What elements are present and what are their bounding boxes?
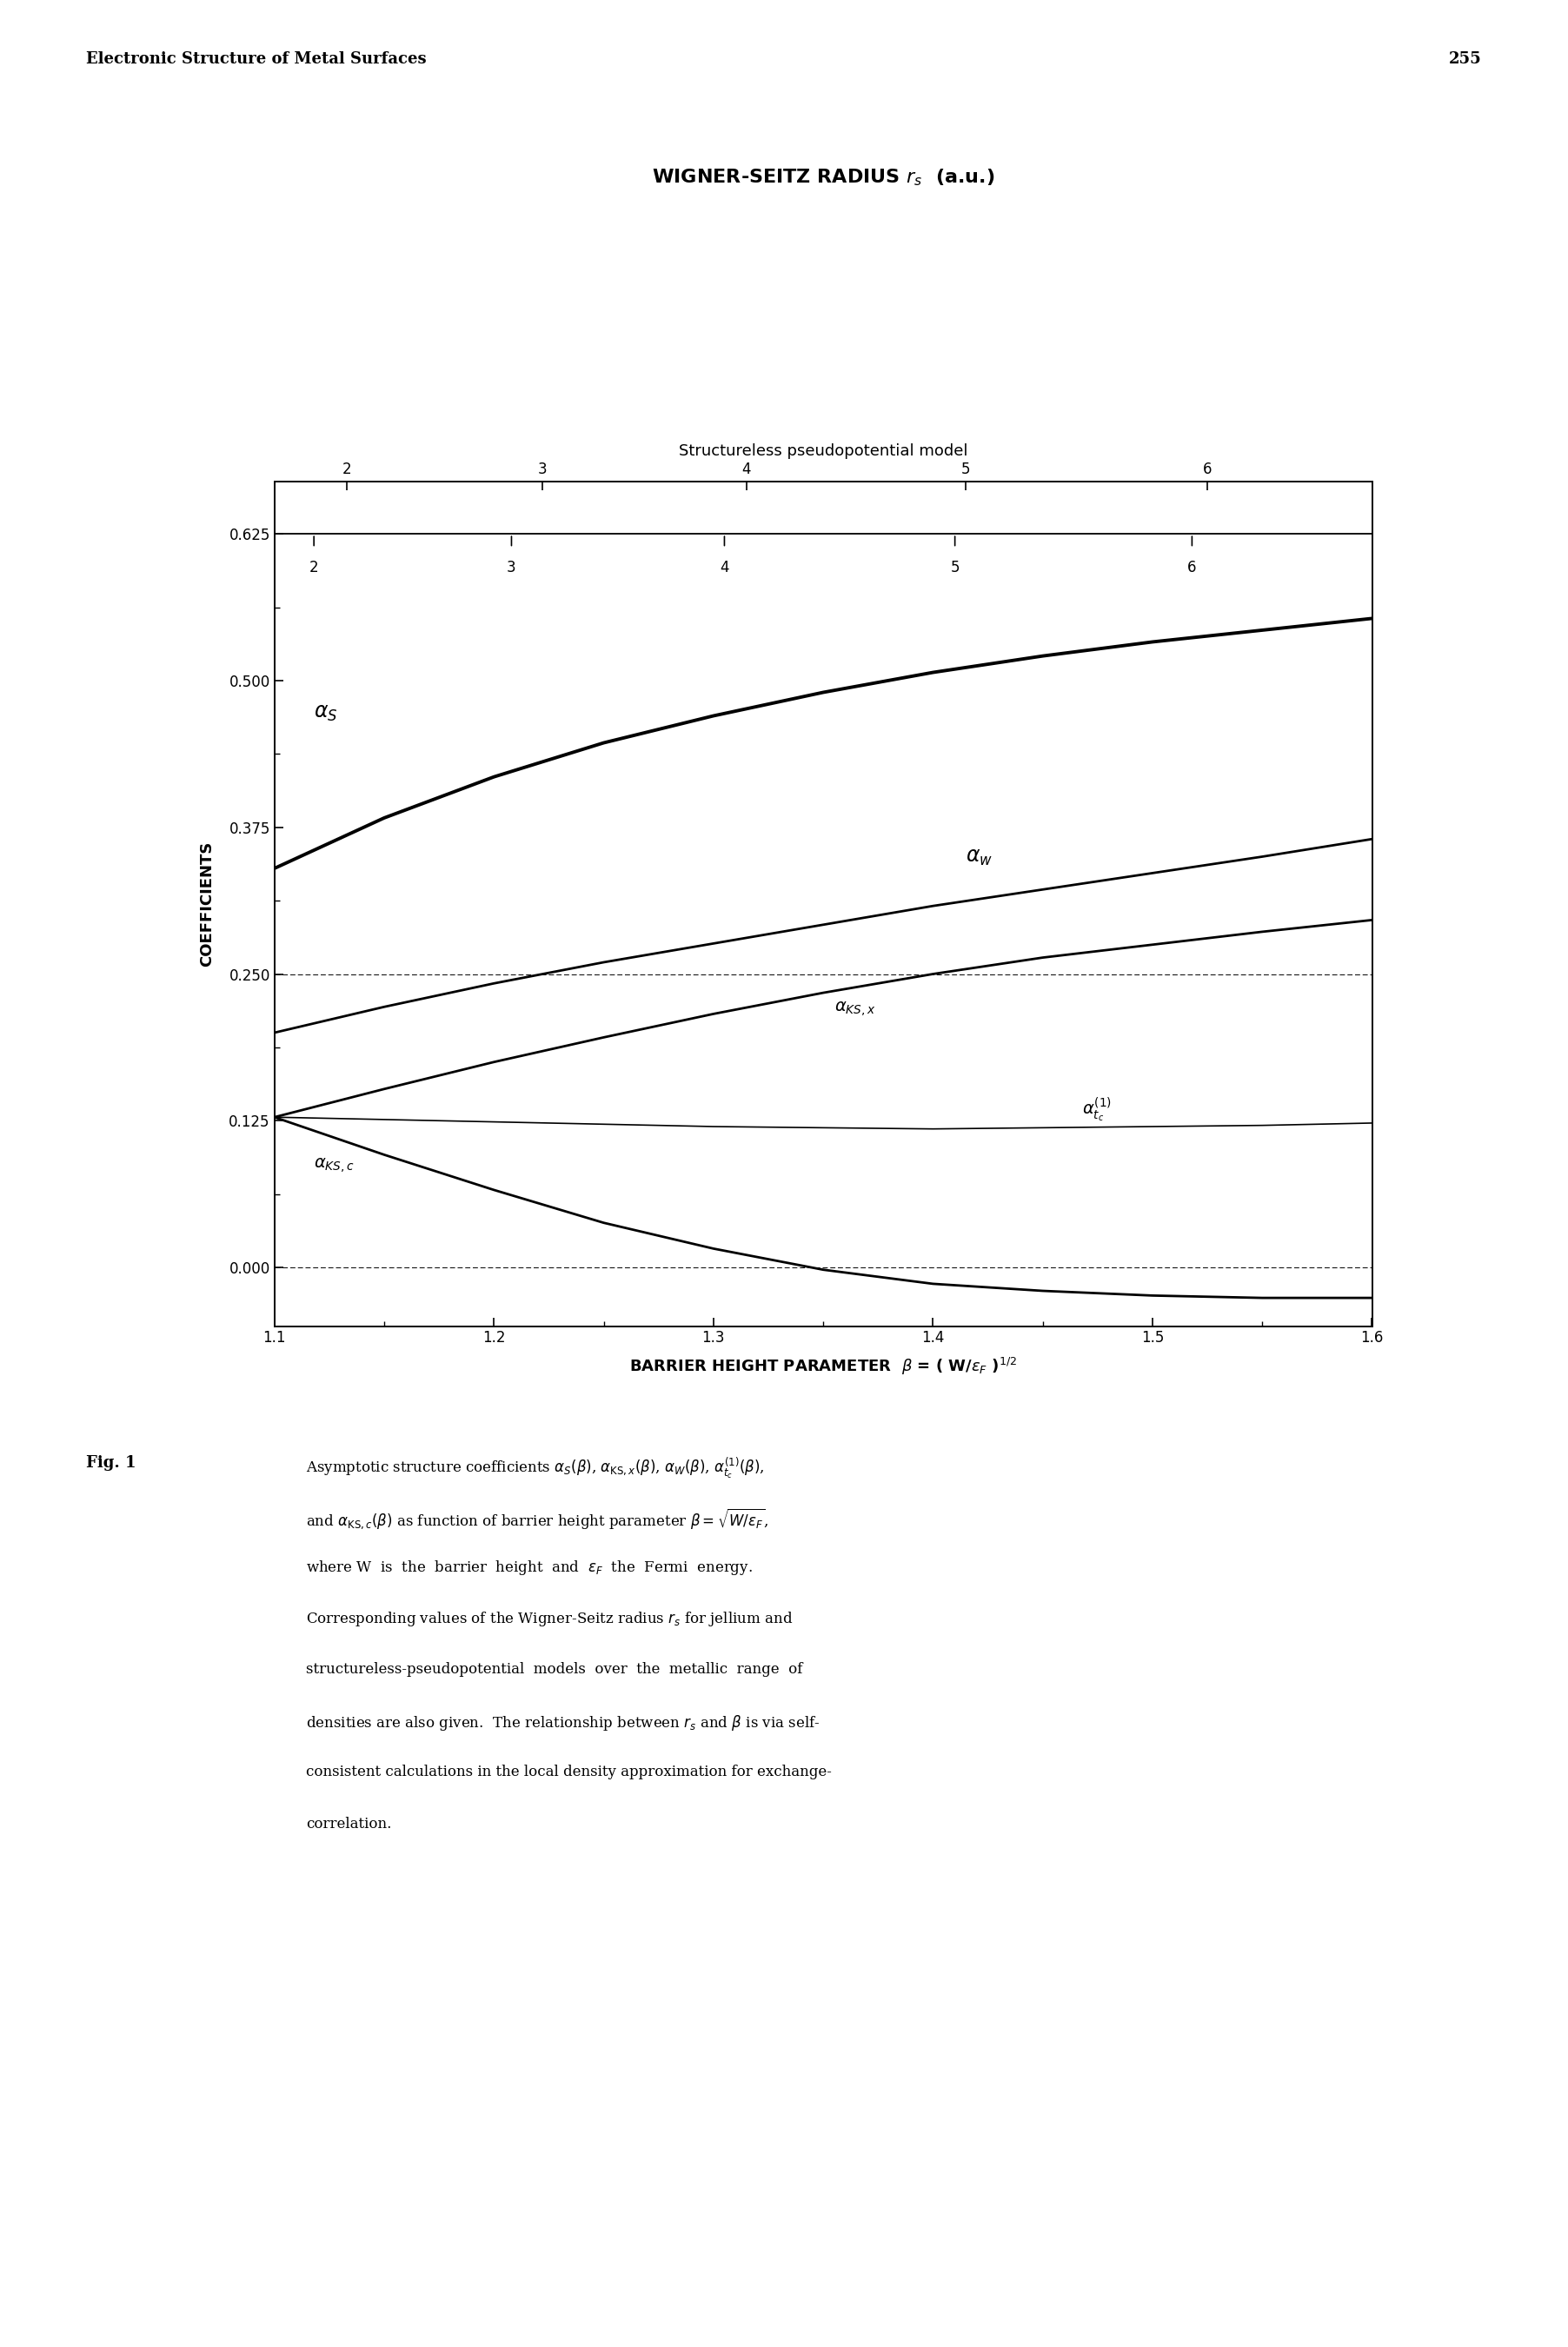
Text: 255: 255 bbox=[1449, 52, 1482, 68]
X-axis label: BARRIER HEIGHT PARAMETER  $\beta$ = ( W/$\varepsilon_F$ )$^{1/2}$: BARRIER HEIGHT PARAMETER $\beta$ = ( W/$… bbox=[629, 1357, 1018, 1378]
Text: $\alpha_{KS,c}$: $\alpha_{KS,c}$ bbox=[314, 1155, 354, 1174]
Text: 4: 4 bbox=[720, 561, 729, 575]
Text: Fig. 1: Fig. 1 bbox=[86, 1455, 136, 1472]
Text: where W  is  the  barrier  height  and  $\varepsilon_F$  the  Fermi  energy.: where W is the barrier height and $\vare… bbox=[306, 1558, 753, 1577]
Text: $\alpha_{KS,x}$: $\alpha_{KS,x}$ bbox=[834, 1000, 875, 1019]
Text: densities are also given.  The relationship between $r_s$ and $\beta$ is via sel: densities are also given. The relationsh… bbox=[306, 1713, 820, 1732]
Text: Corresponding values of the Wigner-Seitz radius $r_s$ for jellium and: Corresponding values of the Wigner-Seitz… bbox=[306, 1610, 793, 1629]
Text: $\alpha_S$: $\alpha_S$ bbox=[314, 702, 337, 723]
Text: WIGNER-SEITZ RADIUS $r_s$  (a.u.): WIGNER-SEITZ RADIUS $r_s$ (a.u.) bbox=[652, 167, 994, 188]
Text: Asymptotic structure coefficients $\alpha_S(\beta)$, $\alpha_{\mathrm{KS},x}(\be: Asymptotic structure coefficients $\alph… bbox=[306, 1455, 764, 1481]
X-axis label: Structureless pseudopotential model: Structureless pseudopotential model bbox=[679, 444, 967, 458]
Text: $\alpha_{t_c}^{(1)}$: $\alpha_{t_c}^{(1)}$ bbox=[1082, 1096, 1112, 1124]
Text: structureless-pseudopotential  models  over  the  metallic  range  of: structureless-pseudopotential models ove… bbox=[306, 1662, 803, 1676]
Text: 5: 5 bbox=[950, 561, 960, 575]
Text: Electronic Structure of Metal Surfaces: Electronic Structure of Metal Surfaces bbox=[86, 52, 426, 68]
Y-axis label: COEFFICIENTS: COEFFICIENTS bbox=[199, 840, 215, 967]
Text: 6: 6 bbox=[1187, 561, 1196, 575]
Text: $\alpha_w$: $\alpha_w$ bbox=[966, 847, 993, 868]
Text: correlation.: correlation. bbox=[306, 1817, 392, 1831]
Text: consistent calculations in the local density approximation for exchange-: consistent calculations in the local den… bbox=[306, 1765, 831, 1779]
Text: 3: 3 bbox=[506, 561, 516, 575]
Text: 2: 2 bbox=[309, 561, 318, 575]
Text: and $\alpha_{\mathrm{KS},c}(\beta)$ as function of barrier height parameter $\be: and $\alpha_{\mathrm{KS},c}(\beta)$ as f… bbox=[306, 1507, 768, 1530]
